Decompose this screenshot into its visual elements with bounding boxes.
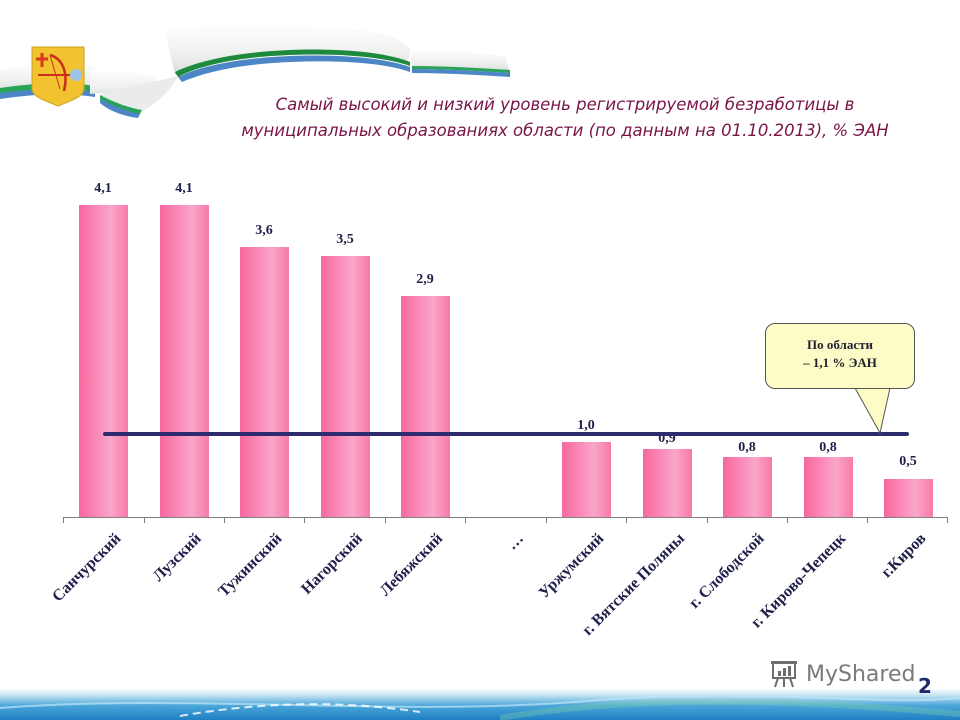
- x-axis-tick: [626, 517, 627, 523]
- value-label: 3,6: [255, 223, 273, 238]
- category-label: Тужинский: [214, 530, 286, 601]
- value-label: 0,8: [819, 440, 837, 455]
- value-label: 4,1: [94, 181, 112, 196]
- page-number: 2: [918, 674, 932, 698]
- chart-title-line-2: муниципальных образованиях области (по д…: [241, 121, 889, 140]
- category-label: Нагорский: [298, 530, 367, 598]
- chart-title-line-1: Самый высокий и низкий уровень регистрир…: [275, 95, 855, 114]
- value-label: 3,5: [336, 232, 354, 247]
- coat-of-arms-icon: [31, 46, 85, 107]
- callout-line-2: – 1,1 % ЭАН: [803, 355, 877, 370]
- x-axis-tick: [224, 517, 225, 523]
- watermark-text: MyShared: [806, 661, 916, 687]
- presentation-icon: [771, 661, 797, 688]
- value-label: 1,0: [577, 418, 595, 433]
- bar-kirovo-chepetsk: [804, 457, 853, 517]
- x-axis: [63, 517, 948, 518]
- category-label: Уржумский: [535, 530, 608, 602]
- value-label: 0,5: [899, 454, 917, 469]
- bar-slobodskoy: [723, 457, 772, 517]
- footer-band: [0, 688, 960, 720]
- value-label: 4,1: [175, 181, 193, 196]
- x-axis-tick: [465, 517, 466, 523]
- bar-kirov: [884, 479, 933, 517]
- x-axis-tick: [144, 517, 145, 523]
- header-ribbon: [0, 22, 510, 118]
- bar-vyatskie-polyany: [643, 449, 692, 517]
- watermark: MyShared: [768, 658, 915, 690]
- footer-wave-decoration: [0, 694, 960, 720]
- x-axis-tick: [304, 517, 305, 523]
- region-average-callout: По области – 1,1 % ЭАН: [765, 323, 915, 389]
- category-label: Лебяжский: [376, 530, 447, 600]
- x-axis-tick: [385, 517, 386, 523]
- callout-line-1: По области: [807, 337, 873, 352]
- category-label: г. Слободской: [686, 530, 769, 612]
- bar-tuzhinsky: [240, 247, 289, 517]
- category-label: г.Киров: [877, 530, 930, 582]
- x-axis-tick: [867, 517, 868, 523]
- bar-nagorsky: [321, 256, 370, 517]
- bar-luzsky: [160, 205, 209, 517]
- category-label: …: [503, 530, 528, 554]
- value-label: 0,8: [738, 440, 756, 455]
- bar-lebyazhsky: [401, 296, 450, 517]
- bar-urzhumsky: [562, 442, 611, 517]
- category-label: Лузский: [150, 530, 206, 585]
- category-label: Санчурский: [48, 530, 125, 606]
- value-label: 2,9: [416, 272, 434, 287]
- bar-sanchursky: [79, 205, 128, 517]
- x-axis-tick: [546, 517, 547, 523]
- x-axis-tick: [63, 517, 64, 523]
- x-axis-tick: [707, 517, 708, 523]
- x-axis-tick: [787, 517, 788, 523]
- chart-title: Самый высокий и низкий уровень регистрир…: [200, 92, 930, 144]
- x-axis-tick: [947, 517, 948, 523]
- region-average-line: [103, 432, 909, 436]
